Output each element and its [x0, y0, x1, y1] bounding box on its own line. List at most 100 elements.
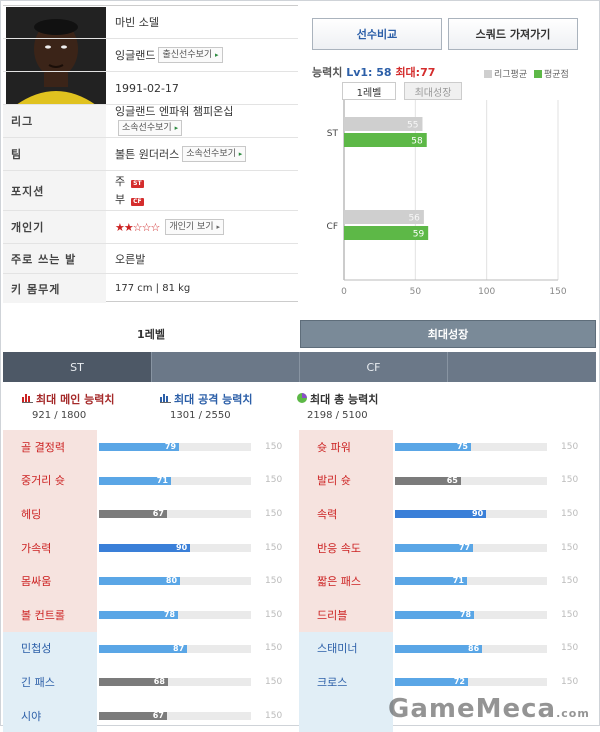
main-position-badge: ST: [131, 179, 144, 188]
stat-value: 67: [152, 509, 164, 519]
chart-data-label: 55: [407, 121, 418, 131]
growth-tab-lv1[interactable]: 1레벨: [137, 328, 165, 341]
league-players-button[interactable]: 소속선수보기 ▸: [118, 120, 183, 136]
height-weight-row: 키 몸무게 177 cm | 81 kg: [3, 274, 298, 303]
chart-category-label: ST: [327, 129, 339, 139]
stat-bar-fill: 71: [99, 475, 171, 485]
chart-legend: 리그평균 평균점: [484, 67, 569, 80]
stat-row: 민첩성 87 150: [3, 631, 299, 666]
stat-label: 발리 슛: [299, 463, 393, 498]
position-tab-2[interactable]: [151, 352, 299, 382]
chart-tick-label: 100: [478, 287, 495, 297]
stat-label: 헤딩: [3, 497, 97, 531]
stat-bar-track: 90: [99, 543, 251, 552]
skill-view-label: 개인기 보기: [169, 222, 214, 232]
stat-bar-track: 86: [395, 644, 547, 653]
main-position-label: 주: [115, 174, 126, 188]
summary-main: 최대 메인 능력치 921 / 1800: [22, 391, 115, 421]
skill-stars: ★★☆☆☆: [115, 220, 160, 234]
stat-bar-track: 67: [99, 509, 251, 519]
foot-label: 주로 쓰는 발: [3, 244, 106, 273]
stat-bar-fill: 67: [99, 509, 167, 519]
stat-label: 볼 컨트롤: [3, 598, 97, 632]
skill-view-button[interactable]: 개인기 보기 ▸: [165, 219, 224, 235]
stat-bar-fill: 72: [395, 677, 468, 687]
stat-bar-track: 75: [395, 442, 547, 451]
chart-tab-max[interactable]: 최대성장: [404, 82, 462, 100]
stat-row: 볼 컨트롤 78 150: [3, 598, 299, 632]
stat-row: 중거리 슛 71 150: [3, 463, 299, 498]
compare-player-button[interactable]: 선수비교: [312, 18, 442, 50]
growth-tab-max[interactable]: 최대성장: [300, 320, 596, 348]
stat-value: 78: [163, 610, 176, 619]
stat-row: 긴 패스 68 150: [3, 665, 299, 699]
stat-max: 150: [265, 710, 283, 721]
stat-label: 긴 패스: [3, 665, 97, 699]
nation-players-label: 출신선수보기: [162, 50, 213, 60]
legend-player-label: 평균점: [544, 70, 569, 80]
ability-summary: 능력치 Lv1: 58 최대:77: [312, 64, 435, 80]
bar-chart-icon: [22, 393, 33, 406]
chart-bar: [344, 133, 427, 147]
summary-main-value: 921 / 1800: [32, 410, 87, 421]
summary-main-label: 최대 메인 능력치: [36, 393, 115, 406]
team-value: 볼튼 원더러스 소속선수보기 ▸: [115, 138, 247, 170]
player-photo: [6, 7, 106, 105]
skill-label: 개인기: [3, 211, 106, 243]
nation-row: 잉글랜드 출신선수보기 ▸: [3, 39, 298, 72]
stat-bar-fill: 78: [99, 610, 179, 619]
team-row: 팀 볼튼 원더러스 소속선수보기 ▸: [3, 138, 298, 171]
stat-bar-track: 80: [99, 576, 251, 586]
height-weight-value: 177 cm | 81 kg: [115, 283, 191, 294]
stat-max: 150: [265, 441, 283, 452]
chart-category-label: CF: [327, 222, 338, 232]
league-players-label: 소속선수보기: [122, 123, 172, 133]
team-text: 볼튼 원더러스: [115, 148, 180, 161]
stat-bar-fill: 71: [395, 576, 467, 586]
stat-value: 77: [458, 542, 471, 552]
summary-attack-label: 최대 공격 능력치: [174, 393, 253, 406]
arrow-right-icon: ▸: [174, 124, 179, 132]
team-label: 팀: [3, 138, 106, 170]
stat-label: 시야: [3, 698, 97, 732]
stat-row: 슛 파워 75 150: [299, 430, 595, 464]
legend-league-label: 리그평균: [494, 70, 528, 80]
position-tab-1[interactable]: ST: [3, 352, 151, 382]
birth-date: 1991-02-17: [115, 81, 179, 95]
chart-data-label: 58: [411, 137, 423, 147]
stat-label: 크로스: [299, 665, 393, 699]
stat-row: 헤딩 67 150: [3, 497, 299, 531]
name-row: 마빈 소델: [3, 6, 298, 39]
stat-max: 150: [265, 542, 283, 553]
stat-row: 시야 67 150: [3, 698, 299, 732]
stat-value: 71: [452, 576, 464, 586]
bar-chart-icon: [160, 393, 171, 406]
stat-label: 중거리 슛: [3, 463, 97, 498]
stat-label: 슛 파워: [299, 430, 393, 464]
player-name: 마빈 소델: [115, 16, 159, 29]
stat-max: 150: [561, 576, 579, 587]
nation-value: 잉글랜드 출신선수보기 ▸: [115, 39, 223, 71]
arrow-right-icon: ▸: [215, 51, 219, 59]
position-tab-4[interactable]: [447, 352, 596, 382]
nation-players-button[interactable]: 출신선수보기 ▸: [158, 47, 223, 63]
add-to-squad-button[interactable]: 스쿼드 가져가기: [448, 18, 578, 50]
stat-label: 드리블: [299, 598, 393, 632]
ability-label: 능력치: [312, 66, 343, 79]
stat-max: 150: [265, 609, 283, 620]
stat-value: 71: [156, 475, 168, 485]
main-position: 주 ST: [115, 173, 144, 191]
stat-bar-track: 71: [99, 475, 251, 485]
stat-row: 짧은 패스 71 150: [299, 564, 595, 598]
chart-tab-lv1[interactable]: 1레벨: [342, 82, 396, 100]
stat-bar-track: 90: [395, 509, 547, 519]
stat-bar-fill: 65: [395, 476, 461, 485]
team-players-button[interactable]: 소속선수보기 ▸: [182, 146, 247, 162]
stat-row: 드리블 78 150: [299, 598, 595, 632]
stat-max: 150: [265, 643, 283, 654]
stat-bar-track: 79: [99, 442, 251, 451]
position-tab-3[interactable]: CF: [299, 352, 447, 382]
stat-bar-track: 67: [99, 711, 251, 720]
stat-bar-fill: 90: [99, 543, 191, 552]
stat-row: 반응 속도 77 150: [299, 530, 595, 565]
